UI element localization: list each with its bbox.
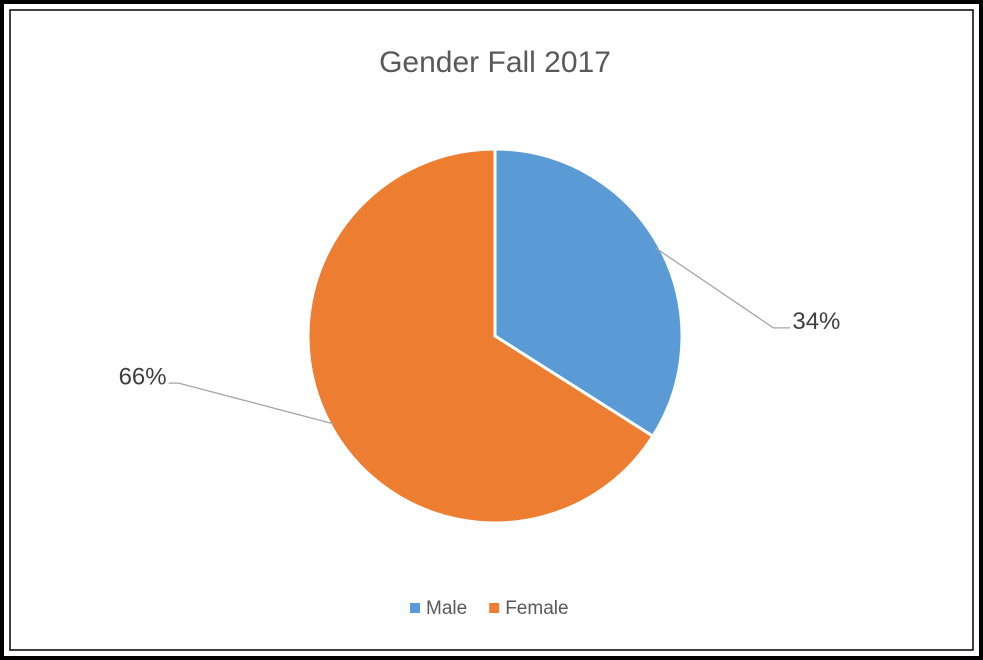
- legend-swatch: [410, 603, 420, 613]
- legend-label: Male: [426, 598, 467, 619]
- data-label: 66%: [119, 364, 167, 391]
- chart-title: Gender Fall 2017: [379, 46, 611, 79]
- pie-slice: [306, 147, 655, 525]
- legend-label: Female: [505, 598, 568, 619]
- legend-swatch: [489, 603, 500, 613]
- data-label: 34%: [792, 308, 840, 335]
- leader-line: [168, 382, 335, 425]
- leader-line: [654, 247, 791, 329]
- inner-frame: [9, 9, 974, 651]
